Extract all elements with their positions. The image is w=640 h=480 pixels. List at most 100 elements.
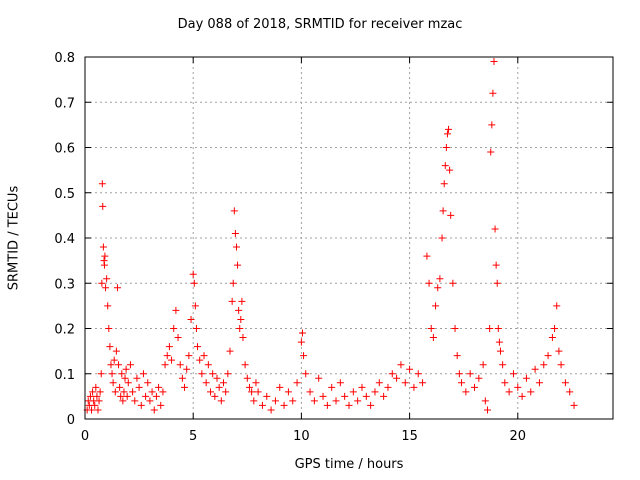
data-point (137, 401, 145, 409)
data-point (97, 370, 105, 378)
data-point (354, 397, 362, 405)
data-point (192, 325, 200, 332)
data-point (548, 334, 556, 342)
data-point (397, 361, 405, 369)
data-point (229, 279, 237, 287)
y-tick-label: 0.5 (54, 187, 75, 202)
data-point (410, 383, 418, 391)
data-point (388, 370, 396, 378)
data-point (323, 401, 331, 409)
data-point (237, 315, 245, 323)
data-point (98, 279, 106, 287)
data-point (215, 383, 223, 391)
data-point (118, 370, 126, 378)
data-point (174, 334, 182, 342)
data-point (429, 334, 437, 342)
data-point (495, 338, 503, 346)
data-point (238, 297, 246, 305)
data-point (209, 370, 217, 378)
data-point (230, 207, 238, 215)
data-point (505, 388, 513, 396)
data-point (423, 252, 431, 260)
data-point (306, 388, 314, 396)
data-point (106, 343, 114, 351)
data-point (544, 352, 552, 360)
data-point (219, 379, 227, 387)
data-point (93, 392, 101, 400)
data-point (92, 383, 100, 391)
data-point (514, 383, 522, 391)
data-point (142, 392, 150, 400)
x-tick-label: 15 (401, 429, 418, 444)
data-point (488, 121, 496, 129)
data-point (120, 388, 128, 396)
y-tick-label: 0.4 (54, 232, 75, 247)
data-point (540, 361, 548, 369)
x-tick-label: 20 (510, 429, 527, 444)
data-point (438, 234, 446, 242)
data-point (466, 370, 474, 378)
data-point (126, 361, 134, 369)
data-point (406, 365, 414, 373)
data-point (358, 383, 366, 391)
data-point (189, 270, 197, 278)
data-point (441, 162, 449, 170)
data-point (310, 397, 318, 405)
data-point (226, 347, 234, 355)
data-point (499, 361, 507, 369)
data-point (204, 361, 212, 369)
data-point (139, 370, 147, 378)
data-point (442, 144, 450, 151)
data-point (115, 361, 123, 369)
data-point (551, 325, 559, 332)
grid (85, 57, 613, 419)
y-tick-label: 0.6 (54, 142, 75, 157)
data-point (425, 279, 433, 287)
data-point (102, 284, 110, 292)
data-point (531, 365, 539, 373)
data-point (501, 379, 509, 387)
data-point (119, 397, 127, 405)
data-point (445, 125, 453, 133)
data-point (100, 261, 108, 269)
data-point (243, 374, 251, 382)
data-point (315, 374, 323, 382)
data-point (131, 397, 139, 405)
data-point (155, 383, 163, 391)
data-point (248, 388, 256, 396)
data-point (200, 352, 208, 360)
data-point (254, 388, 262, 396)
data-point (245, 383, 253, 391)
data-point (228, 297, 236, 305)
data-point (196, 356, 204, 364)
data-point (336, 379, 344, 387)
data-point (439, 207, 447, 215)
data-point (302, 370, 310, 378)
x-tick-label: 5 (189, 429, 197, 444)
data-point (447, 211, 455, 219)
data-point (328, 383, 336, 391)
data-point (191, 302, 199, 310)
data-point (222, 388, 230, 396)
data-point (367, 401, 375, 409)
data-point (434, 284, 442, 292)
data-point (443, 130, 451, 138)
data-point (455, 370, 463, 378)
data-point (297, 338, 305, 346)
data-point (371, 388, 379, 396)
plot-frame (84, 56, 614, 420)
data-point (518, 392, 526, 400)
data-point (163, 352, 171, 360)
data-point (271, 397, 279, 405)
data-point (232, 243, 240, 251)
data-point (235, 306, 243, 314)
data-point (150, 406, 158, 414)
data-point (449, 279, 457, 287)
data-point (213, 374, 221, 382)
data-point (96, 388, 104, 396)
data-point (144, 379, 152, 387)
data-point (440, 180, 448, 188)
data-point (135, 383, 143, 391)
data-point (146, 397, 154, 405)
data-point (239, 334, 247, 342)
